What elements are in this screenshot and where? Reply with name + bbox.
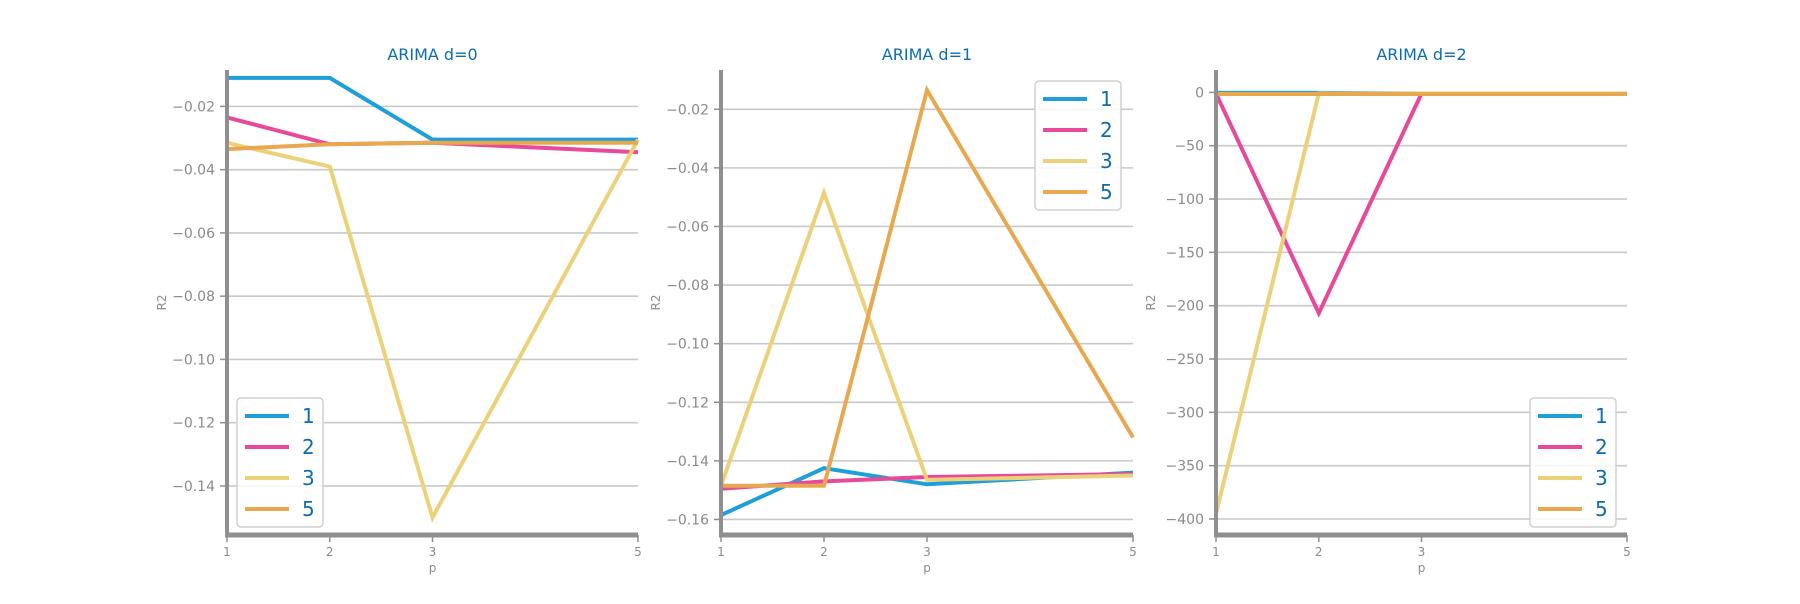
x-tick-label: 2 <box>326 545 334 559</box>
y-tick-label: −0.06 <box>666 219 709 235</box>
legend-label-1: 1 <box>302 404 315 428</box>
chart-title: ARIMA d=0 <box>387 45 477 64</box>
y-tick-label: −0.12 <box>172 416 215 432</box>
y-tick-label: −0.14 <box>666 454 709 470</box>
chart-panel-3: −400 −350 −300 −250 −200 −150 −100 −50 0 1 2 3 5 p R2 A… <box>1144 45 1631 575</box>
y-tick-label: −150 <box>1166 245 1204 261</box>
y-tick-label: 0 <box>1195 85 1204 101</box>
legend-label-5: 5 <box>1100 180 1113 204</box>
y-tick-label: −100 <box>1166 192 1204 208</box>
legend: 1 2 3 5 <box>1034 80 1122 211</box>
legend-label-5: 5 <box>302 497 315 521</box>
series-line-5 <box>721 85 1135 488</box>
chart-panel-1: −0.14 −0.12 −0.10 −0.08 −0.06 −0.04 −0.02 1 2 3 5 p… <box>155 45 642 575</box>
legend-label-3: 3 <box>1595 466 1608 490</box>
x-tick-label: 3 <box>429 545 437 559</box>
y-tick-label: −350 <box>1166 459 1204 475</box>
y-tick-label: −0.04 <box>172 163 215 179</box>
x-tick-label: 3 <box>1418 545 1426 559</box>
y-tick-label: −0.08 <box>172 289 215 305</box>
legend-label-3: 3 <box>302 466 315 490</box>
legend-box <box>1529 397 1617 528</box>
y-axis-label: R2 <box>155 295 169 311</box>
y-tick-label: −50 <box>1174 139 1204 155</box>
x-tick-label: 2 <box>820 545 828 559</box>
y-tick-label: −0.06 <box>172 226 215 242</box>
x-axis-label: p <box>429 561 437 575</box>
legend-box <box>236 397 324 528</box>
x-tick-label: 3 <box>923 545 931 559</box>
series-line-5 <box>226 140 638 152</box>
y-axis-label: R2 <box>649 295 663 311</box>
y-tick-label: −200 <box>1166 299 1204 315</box>
y-tick-label: −0.14 <box>172 479 215 495</box>
x-tick-label: 1 <box>223 545 231 559</box>
series-line-3 <box>226 138 640 523</box>
legend-label-5: 5 <box>1595 497 1608 521</box>
y-tick-label: −400 <box>1166 512 1204 528</box>
x-tick-label: 1 <box>717 545 725 559</box>
legend-label-3: 3 <box>1100 149 1113 173</box>
legend-label-2: 2 <box>302 435 315 459</box>
chart-title: ARIMA d=2 <box>1376 45 1466 64</box>
x-tick-label: 1 <box>1212 545 1220 559</box>
series-line-3 <box>719 186 1134 487</box>
y-tick-label: −0.02 <box>666 102 709 118</box>
series-line-2 <box>1214 91 1627 318</box>
legend-label-1: 1 <box>1595 404 1608 428</box>
y-tick-label: −0.16 <box>666 512 709 528</box>
y-tick-label: −0.08 <box>666 278 709 294</box>
legend-label-2: 2 <box>1100 118 1113 142</box>
legend-label-1: 1 <box>1100 87 1113 111</box>
x-axis-label: p <box>923 561 931 575</box>
y-tick-label: −0.04 <box>666 161 709 177</box>
chart-title: ARIMA d=1 <box>882 45 972 64</box>
legend-box <box>1034 80 1122 211</box>
chart-panel-2: −0.16 −0.14 −0.12 −0.10 −0.08 −0.06 −0.04 −0.02… <box>649 45 1137 575</box>
series-line-1 <box>227 75 638 142</box>
legend: 1 2 3 5 <box>236 397 324 528</box>
y-tick-label: −0.10 <box>172 352 215 368</box>
legend: 1 2 3 5 <box>1529 397 1617 528</box>
x-tick-label: 5 <box>1129 545 1137 559</box>
x-tick-label: 5 <box>634 545 642 559</box>
y-tick-label: −300 <box>1166 405 1204 421</box>
y-tick-label: −0.02 <box>172 99 215 115</box>
x-tick-label: 5 <box>1623 545 1631 559</box>
x-tick-label: 2 <box>1315 545 1323 559</box>
y-tick-label: −0.10 <box>666 337 709 353</box>
y-tick-label: −250 <box>1166 352 1204 368</box>
y-tick-label: −0.12 <box>666 395 709 411</box>
legend-label-2: 2 <box>1595 435 1608 459</box>
y-axis-label: R2 <box>1144 295 1158 311</box>
x-axis-label: p <box>1418 561 1426 575</box>
